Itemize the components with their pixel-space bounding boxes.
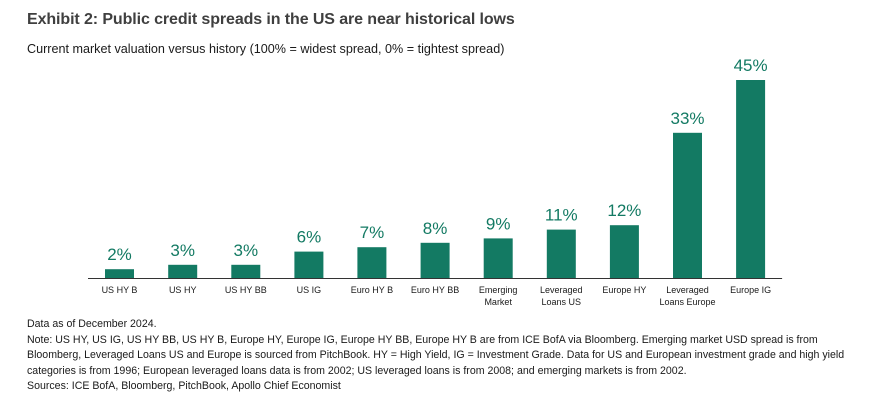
x-tick-label: Euro HY B: [351, 285, 393, 295]
bar: [294, 251, 324, 278]
x-tick-label: US HY BB: [225, 285, 267, 295]
x-tick-label: Leveraged: [666, 285, 709, 295]
bar: [546, 229, 576, 278]
bar: [483, 238, 513, 278]
bar: [231, 264, 261, 278]
data-label: 45%: [734, 56, 768, 75]
x-tick-label: Loans US: [542, 297, 582, 307]
x-tick-label: US HY: [169, 285, 197, 295]
x-tick-label: Europe IG: [730, 285, 771, 295]
bar: [609, 225, 639, 278]
data-label: 3%: [234, 241, 259, 260]
footnotes: Data as of December 2024. Note: US HY, U…: [27, 317, 857, 395]
x-tick-label: Market: [484, 297, 512, 307]
sources-note: Sources: ICE BofA, Bloomberg, PitchBook,…: [27, 380, 341, 393]
bar: [673, 132, 702, 278]
x-tick-label: US HY B: [102, 285, 138, 295]
data-label: 8%: [423, 219, 448, 238]
data-label: 2%: [107, 245, 132, 264]
data-label: 6%: [297, 228, 322, 247]
x-tick-label: Euro HY BB: [411, 285, 459, 295]
bar: [357, 247, 387, 278]
as-of-note: Data as of December 2024.: [27, 318, 157, 330]
x-tick-label: US IG: [297, 285, 322, 295]
methodology-note: Note: US HY, US IG, US HY BB, US HY B, E…: [27, 333, 845, 377]
x-tick-label: Europe HY: [602, 285, 646, 295]
chart-subtitle: Current market valuation versus history …: [27, 42, 505, 56]
bar: [736, 80, 766, 278]
x-tick-label: Leveraged: [540, 285, 583, 295]
bar-chart: 2% US HY B 3% US HY 3% US HY BB 6% US IG 7% Euro …: [88, 56, 783, 307]
data-label: 11%: [545, 206, 578, 225]
data-label: 9%: [486, 214, 511, 233]
bar: [420, 242, 450, 278]
chart-title: Exhibit 2: Public credit spreads in the …: [27, 11, 515, 28]
bar: [168, 264, 198, 278]
x-tick-label: Loans Europe: [659, 297, 715, 307]
x-tick-label: Emerging: [479, 285, 518, 295]
bar: [105, 269, 134, 278]
data-label: 12%: [607, 201, 641, 220]
data-label: 7%: [360, 223, 385, 242]
data-label: 3%: [170, 241, 195, 260]
data-label: 33%: [670, 109, 704, 128]
